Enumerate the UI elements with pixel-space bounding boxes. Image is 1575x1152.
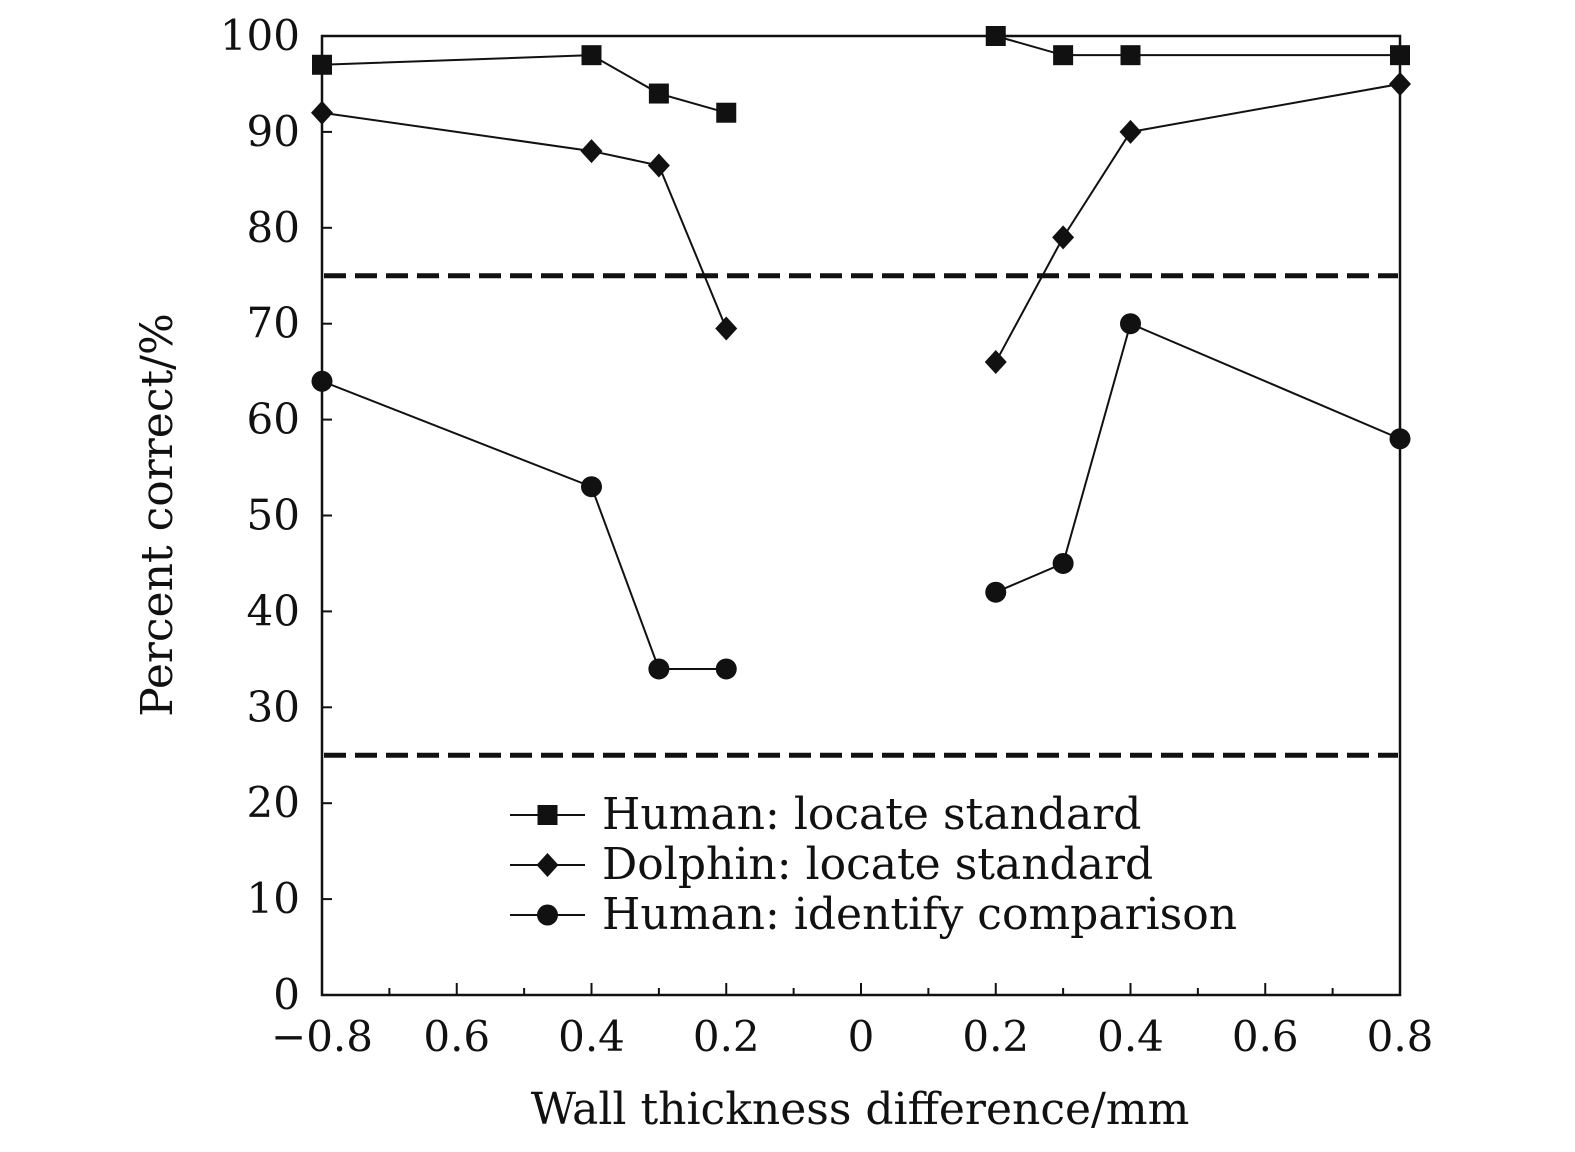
data-point-square (648, 83, 669, 104)
data-point-diamond (1119, 119, 1142, 144)
data-point-circle (311, 370, 333, 392)
legend-label: Dolphin: locate standard (602, 839, 1153, 890)
data-point-circle (1052, 552, 1074, 574)
x-tick-label: 0.2 (962, 1012, 1029, 1061)
data-point-diamond (1389, 71, 1411, 96)
x-tick-label: 0 (848, 1012, 875, 1061)
legend-entry: Human: locate standard (510, 789, 1141, 840)
data-point-circle (1120, 313, 1141, 335)
x-tick-label: 0.6 (423, 1012, 490, 1061)
series-layer (311, 26, 1411, 680)
legend-marker-circle (537, 904, 558, 926)
x-tick-label: 0.4 (1097, 1012, 1164, 1061)
series-circle (311, 313, 1411, 680)
x-axis-title: Wall thickness difference/mm (531, 1084, 1190, 1135)
y-tick-label: 30 (247, 682, 300, 731)
y-tick-label: 80 (247, 203, 300, 252)
series-line (994, 82, 1401, 363)
series-line (995, 322, 1401, 594)
data-point-circle (648, 658, 670, 680)
series-diamond (311, 71, 1411, 375)
y-tick-label: 90 (247, 107, 300, 156)
y-tick-label: 70 (247, 299, 300, 348)
data-point-square (716, 102, 737, 123)
y-axis: 0 10 20 30 40 50 60 70 80 90 100 (220, 11, 332, 1019)
y-tick-label: 0 (273, 970, 300, 1019)
data-point-square (1390, 45, 1410, 66)
data-point-diamond (984, 350, 1007, 375)
data-point-diamond (311, 100, 333, 125)
series-line (995, 35, 1400, 57)
data-point-circle (1389, 428, 1411, 450)
series-line (321, 380, 727, 670)
x-tick-label: −0.8 (271, 1012, 373, 1061)
y-tick-label: 60 (247, 395, 300, 444)
x-tick-label: 0.2 (693, 1012, 760, 1061)
data-point-circle (581, 476, 602, 498)
data-point-circle (985, 581, 1007, 603)
data-point-square (312, 54, 332, 75)
legend-label: Human: locate standard (602, 789, 1141, 840)
reference-lines (324, 273, 1398, 758)
series-line (321, 54, 727, 114)
y-tick-label: 10 (247, 874, 300, 923)
legend-entry: Dolphin: locate standard (510, 839, 1153, 890)
data-point-diamond (580, 139, 603, 164)
series-square (312, 26, 1410, 123)
y-tick-label: 100 (220, 11, 300, 60)
y-axis-title: Percent correct/% (132, 313, 183, 717)
legend-marker-diamond (536, 853, 559, 877)
data-point-square (1053, 45, 1074, 66)
data-point-diamond (715, 316, 738, 341)
data-point-diamond (647, 153, 670, 178)
legend-marker-square (537, 805, 558, 825)
x-axis: −0.8 0.6 0.4 0.2 0 0.2 0.4 0.6 0.8 (271, 983, 1433, 1061)
x-tick-label: 0.4 (558, 1012, 625, 1061)
x-tick-label: 0.8 (1367, 1012, 1434, 1061)
y-tick-label: 50 (247, 491, 300, 540)
x-tick-label: 0.6 (1232, 1012, 1299, 1061)
data-point-square (1120, 45, 1141, 66)
series-line (321, 111, 728, 329)
data-point-square (985, 26, 1006, 46)
legend-label: Human: identify comparison (602, 889, 1237, 940)
y-tick-label: 20 (247, 778, 300, 827)
legend-entry: Human: identify comparison (510, 889, 1237, 940)
data-point-diamond (1052, 225, 1075, 250)
data-point-square (581, 45, 602, 66)
data-point-circle (715, 658, 737, 680)
y-tick-label: 40 (247, 586, 300, 635)
